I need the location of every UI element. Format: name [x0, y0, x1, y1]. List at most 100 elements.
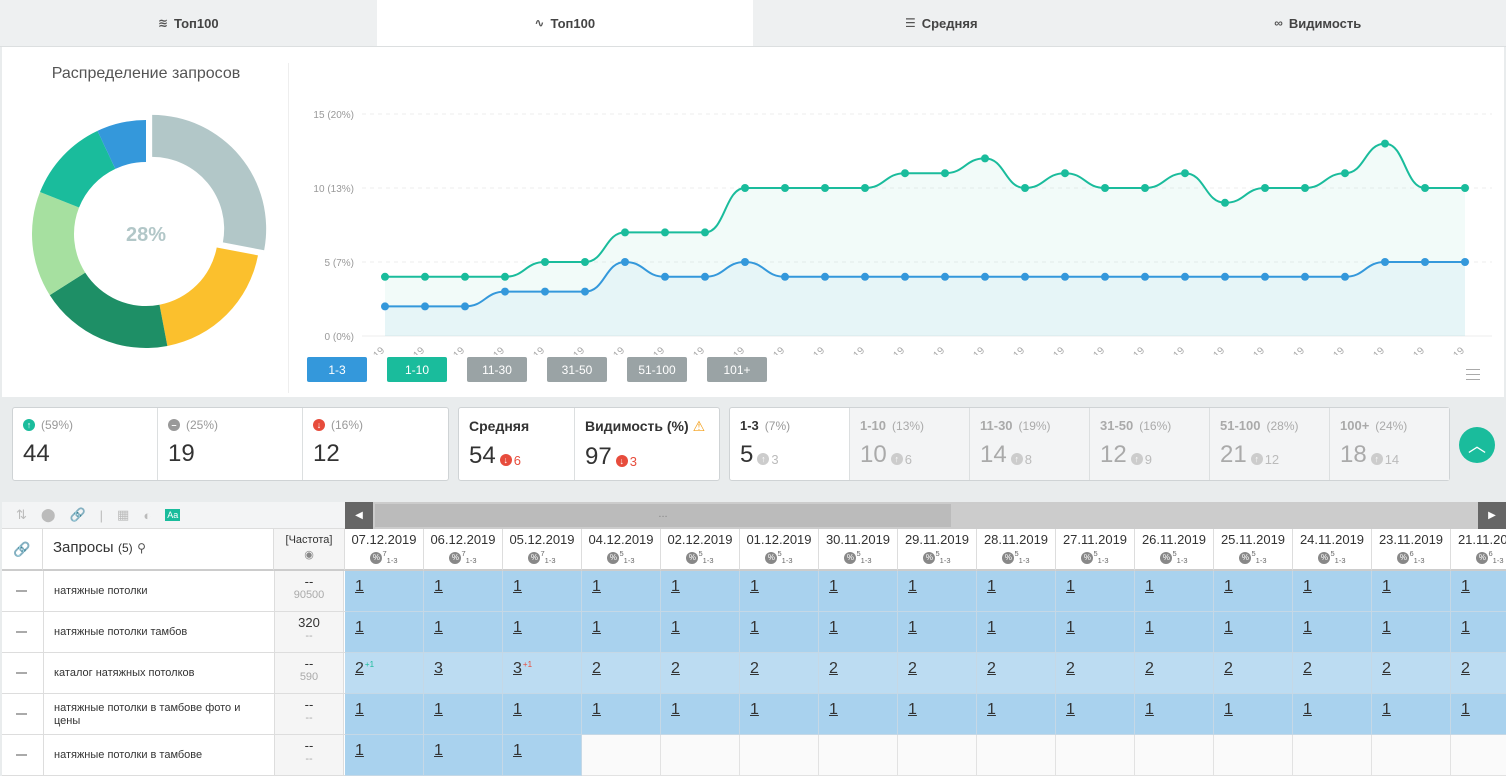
- position-cell[interactable]: 1: [898, 612, 977, 653]
- data-point[interactable]: [701, 228, 709, 237]
- position-cell[interactable]: 1: [503, 735, 582, 776]
- date-column-header[interactable]: 27.11.2019% 51-3: [1056, 529, 1135, 571]
- data-point[interactable]: [941, 272, 949, 281]
- position-value[interactable]: 1: [1224, 578, 1233, 595]
- position-value[interactable]: 1: [908, 578, 917, 595]
- tab-3[interactable]: ∞ Видимость: [1130, 0, 1506, 46]
- avg-stat[interactable]: Средняя 54 ↓ 6: [459, 408, 575, 480]
- donut-slice[interactable]: [32, 192, 86, 296]
- position-value[interactable]: 1: [671, 578, 680, 595]
- position-cell[interactable]: 1: [661, 694, 740, 735]
- range-stat-2[interactable]: 11-30 (19%) 14 ↑ 8: [970, 408, 1090, 480]
- position-cell[interactable]: 1: [740, 612, 819, 653]
- position-value[interactable]: 1: [1382, 701, 1391, 718]
- date-column-header[interactable]: 07.12.2019% 71-3: [345, 529, 424, 571]
- sort-icon[interactable]: ⇅: [16, 507, 27, 522]
- frequency-header[interactable]: [Частота] ◉: [274, 529, 345, 571]
- position-value[interactable]: 1: [1461, 578, 1470, 595]
- position-cell[interactable]: 1: [898, 571, 977, 612]
- position-cell[interactable]: 2: [582, 653, 661, 694]
- position-cell[interactable]: 1: [1293, 612, 1372, 653]
- position-cell[interactable]: 1: [1451, 612, 1506, 653]
- date-column-header[interactable]: 02.12.2019% 51-3: [661, 529, 740, 571]
- query-text[interactable]: каталог натяжных потолков: [54, 667, 195, 679]
- range-button-0[interactable]: 1-3: [307, 357, 367, 382]
- position-cell[interactable]: 2: [819, 653, 898, 694]
- data-point[interactable]: [461, 302, 469, 311]
- position-value[interactable]: 1: [434, 742, 443, 759]
- font-icon[interactable]: Aa: [165, 509, 181, 521]
- data-point[interactable]: [981, 154, 989, 163]
- position-cell[interactable]: 1: [1451, 694, 1506, 735]
- position-cell[interactable]: 2: [1293, 653, 1372, 694]
- data-point[interactable]: [1381, 258, 1389, 266]
- position-value[interactable]: 2: [1145, 660, 1154, 677]
- row-toggle-icon[interactable]: [16, 754, 27, 756]
- data-point[interactable]: [541, 287, 549, 296]
- data-point[interactable]: [861, 272, 869, 281]
- position-cell[interactable]: 1: [582, 571, 661, 612]
- position-value[interactable]: 1: [1461, 701, 1470, 718]
- visibility-stat[interactable]: Видимость (%) ⚠ 97 ↓ 3: [575, 408, 719, 480]
- data-point[interactable]: [901, 169, 909, 178]
- position-value[interactable]: 1: [1145, 619, 1154, 636]
- position-value[interactable]: 1: [434, 701, 443, 718]
- position-value[interactable]: 3: [513, 660, 522, 677]
- link-column-icon[interactable]: 🔗: [2, 529, 43, 571]
- range-button-3[interactable]: 31-50: [547, 357, 607, 382]
- position-value[interactable]: 2: [1382, 660, 1391, 677]
- tab-0[interactable]: ≋ Топ100: [0, 0, 377, 46]
- position-value[interactable]: 1: [1066, 619, 1075, 636]
- row-toggle-icon[interactable]: [16, 713, 27, 715]
- position-cell[interactable]: 1: [1135, 571, 1214, 612]
- date-column-header[interactable]: 01.12.2019% 51-3: [740, 529, 819, 571]
- position-cell[interactable]: 2+1: [345, 653, 424, 694]
- position-cell[interactable]: 1: [1372, 571, 1451, 612]
- position-value[interactable]: 2: [829, 660, 838, 677]
- position-cell[interactable]: 2: [898, 653, 977, 694]
- position-value[interactable]: 2: [1224, 660, 1233, 677]
- data-point[interactable]: [381, 302, 389, 311]
- position-cell[interactable]: 2: [977, 653, 1056, 694]
- data-point[interactable]: [1181, 169, 1189, 178]
- position-value[interactable]: 1: [434, 578, 443, 595]
- position-value[interactable]: 1: [592, 619, 601, 636]
- date-column-header[interactable]: 26.11.2019% 51-3: [1135, 529, 1214, 571]
- position-cell[interactable]: 1: [1056, 694, 1135, 735]
- position-cell[interactable]: 1: [1056, 612, 1135, 653]
- link-icon[interactable]: 🔗: [69, 507, 86, 522]
- position-cell[interactable]: 3+1: [503, 653, 582, 694]
- data-point[interactable]: [501, 287, 509, 296]
- position-cell[interactable]: 1: [424, 571, 503, 612]
- position-cell[interactable]: 1: [1135, 612, 1214, 653]
- data-point[interactable]: [661, 272, 669, 281]
- row-toggle-icon[interactable]: [16, 590, 27, 592]
- position-value[interactable]: 1: [829, 578, 838, 595]
- date-column-header[interactable]: 28.11.2019% 51-3: [977, 529, 1056, 571]
- data-point[interactable]: [1221, 198, 1229, 207]
- range-stat-1[interactable]: 1-10 (13%) 10 ↑ 6: [850, 408, 970, 480]
- position-cell[interactable]: 1: [503, 571, 582, 612]
- position-cell[interactable]: 1: [582, 612, 661, 653]
- position-cell[interactable]: 1: [1056, 571, 1135, 612]
- position-cell[interactable]: 1: [1293, 571, 1372, 612]
- query-text[interactable]: натяжные потолки: [54, 585, 148, 597]
- data-point[interactable]: [821, 272, 829, 281]
- position-cell[interactable]: 1: [661, 571, 740, 612]
- position-cell[interactable]: 2: [1372, 653, 1451, 694]
- data-point[interactable]: [1141, 272, 1149, 281]
- position-cell[interactable]: 1: [977, 694, 1056, 735]
- data-point[interactable]: [1261, 184, 1269, 192]
- position-cell[interactable]: 1: [503, 694, 582, 735]
- position-cell[interactable]: 1: [898, 694, 977, 735]
- data-point[interactable]: [701, 272, 709, 281]
- position-value[interactable]: 1: [592, 701, 601, 718]
- row-toggle-icon[interactable]: [16, 672, 27, 674]
- date-column-header[interactable]: 21.11.2019%61-3: [1451, 529, 1506, 571]
- position-value[interactable]: 1: [434, 619, 443, 636]
- scroll-left-icon[interactable]: ◀: [345, 502, 373, 529]
- data-point[interactable]: [981, 272, 989, 281]
- range-button-4[interactable]: 51-100: [627, 357, 687, 382]
- scroll-up-button[interactable]: ︿: [1459, 427, 1495, 463]
- position-value[interactable]: 2: [1303, 660, 1312, 677]
